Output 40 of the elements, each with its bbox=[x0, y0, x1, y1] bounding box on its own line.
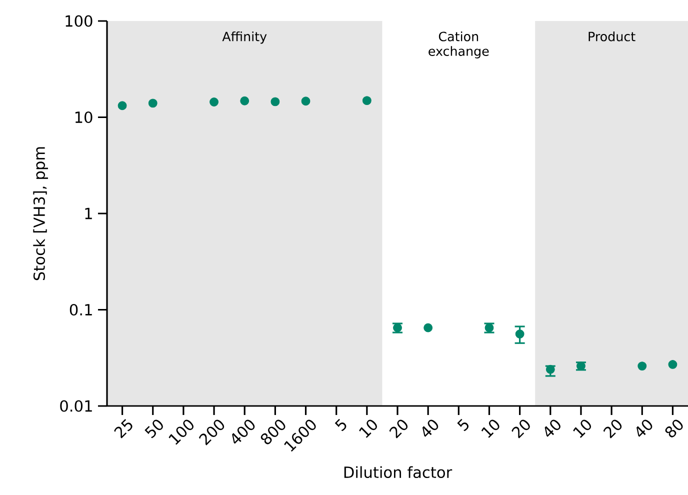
x-tick-label: 10 bbox=[359, 420, 377, 438]
point bbox=[424, 323, 433, 332]
point bbox=[118, 101, 127, 110]
x-tick-label: 5 bbox=[457, 418, 469, 432]
y-axis-title: Stock [VH3], ppm bbox=[33, 147, 48, 280]
x-tick-label: 100 bbox=[168, 420, 194, 445]
y-tick-label: 1 bbox=[85, 208, 92, 220]
x-tick-label: 200 bbox=[198, 420, 224, 446]
y-tick-label: 0.01 bbox=[60, 400, 92, 412]
x-tick-label: 80 bbox=[665, 420, 683, 438]
point bbox=[301, 96, 310, 106]
x-tick-label: 5 bbox=[334, 418, 346, 432]
point bbox=[362, 96, 372, 106]
y-tick-label: 10 bbox=[75, 111, 92, 124]
annotation: Product bbox=[588, 31, 636, 42]
annotation: Affinity bbox=[222, 31, 267, 44]
point bbox=[210, 98, 218, 106]
point bbox=[270, 97, 280, 106]
x-tick-label: 50 bbox=[144, 420, 163, 438]
x-tick-label: 40 bbox=[636, 420, 652, 437]
point bbox=[515, 330, 524, 338]
point bbox=[240, 96, 250, 106]
x-tick-label: 400 bbox=[232, 420, 255, 444]
x-tick-label: 20 bbox=[389, 420, 408, 438]
point bbox=[546, 364, 555, 374]
point bbox=[148, 98, 158, 108]
x-axis-title: Dilution factor bbox=[344, 466, 452, 478]
point bbox=[668, 360, 678, 369]
x-tick-label: 40 bbox=[422, 420, 438, 437]
x-tick-label: 40 bbox=[544, 420, 560, 437]
annotation: Cation exchange bbox=[428, 31, 489, 58]
x-tick-label: 20 bbox=[512, 420, 530, 438]
x-tick-label: 800 bbox=[260, 420, 286, 444]
point bbox=[638, 362, 647, 371]
x-tick-label: 10 bbox=[573, 420, 592, 438]
x-tick-label: 25 bbox=[114, 419, 132, 438]
y-tick-label: 0.1 bbox=[70, 304, 92, 316]
y-tick-label: 100 bbox=[66, 15, 92, 27]
x-tick-label: 10 bbox=[481, 420, 500, 438]
x-tick-label: 20 bbox=[603, 420, 622, 438]
